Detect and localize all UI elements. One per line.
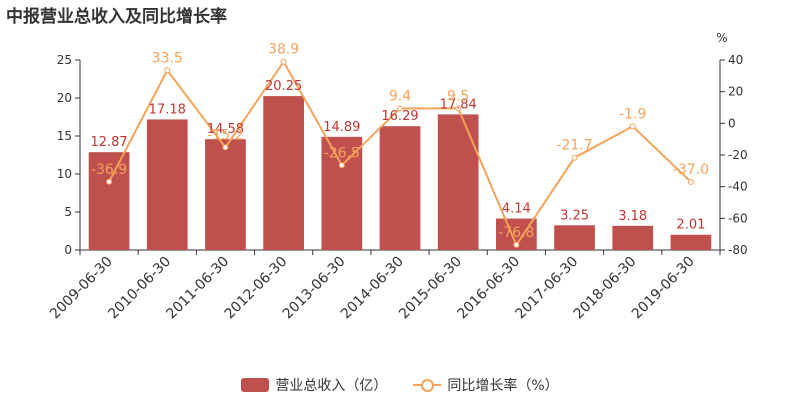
bar-value-label: 20.25 bbox=[265, 79, 302, 94]
y-right-tick-label: -80 bbox=[728, 243, 748, 257]
growth-value-label: -36.9 bbox=[91, 162, 127, 178]
growth-point bbox=[222, 144, 229, 151]
bar-revenue bbox=[321, 136, 363, 250]
growth-point bbox=[280, 58, 287, 65]
bar-value-label: 3.18 bbox=[618, 209, 647, 224]
growth-point bbox=[164, 67, 171, 74]
y-left-tick-label: 25 bbox=[57, 53, 72, 67]
growth-point bbox=[106, 178, 113, 185]
bar-revenue bbox=[554, 225, 595, 250]
bar-value-label: 12.87 bbox=[90, 135, 127, 150]
growth-value-label: -1.9 bbox=[619, 106, 646, 122]
y-right-tick-label: -40 bbox=[728, 180, 748, 194]
growth-point bbox=[687, 178, 694, 185]
y-right-tick-label: -20 bbox=[728, 148, 748, 162]
growth-value-label: -76.8 bbox=[498, 225, 534, 241]
legend-item-revenue[interactable]: 营业总收入（亿） bbox=[241, 375, 387, 395]
bar-revenue bbox=[88, 152, 130, 250]
legend: 营业总收入（亿） 同比增长率（%） bbox=[0, 373, 800, 397]
growth-point bbox=[571, 154, 578, 161]
bar-value-label: 2.01 bbox=[676, 218, 705, 233]
legend-bar-swatch bbox=[241, 378, 270, 392]
bar-revenue bbox=[205, 139, 246, 250]
growth-point bbox=[455, 105, 462, 112]
bar-revenue bbox=[437, 114, 479, 250]
legend-label-revenue: 营业总收入（亿） bbox=[275, 378, 388, 394]
growth-value-label: 33.5 bbox=[152, 50, 183, 66]
y-right-tick-label: 40 bbox=[728, 53, 743, 67]
bar-revenue bbox=[263, 96, 304, 250]
legend-line-swatch bbox=[413, 378, 442, 392]
growth-value-label: 9.5 bbox=[447, 88, 469, 104]
y-left-tick-label: 20 bbox=[57, 91, 72, 105]
bar-revenue bbox=[670, 234, 712, 250]
legend-item-growth[interactable]: 同比增长率（%） bbox=[413, 375, 559, 395]
y-right-unit: % bbox=[716, 31, 727, 45]
bar-value-label: 16.29 bbox=[381, 109, 418, 124]
growth-point bbox=[397, 105, 403, 112]
bar-value-label: 14.89 bbox=[323, 120, 360, 135]
legend-label-growth: 同比增长率（%） bbox=[447, 378, 559, 394]
growth-value-label: -15.2 bbox=[207, 127, 243, 143]
y-right-tick-label: 20 bbox=[728, 85, 743, 99]
y-left-tick-label: 15 bbox=[57, 129, 72, 143]
bar-value-label: 3.25 bbox=[560, 208, 589, 223]
y-left-tick-label: 5 bbox=[64, 205, 72, 219]
x-tick-label: 2019-06-30 bbox=[629, 254, 698, 323]
growth-value-label: -26.5 bbox=[324, 145, 360, 161]
growth-value-label: -21.7 bbox=[556, 138, 592, 154]
y-left-tick-label: 0 bbox=[64, 243, 72, 257]
chart-title: 中报营业总收入及同比增长率 bbox=[6, 7, 227, 27]
bar-value-label: 4.14 bbox=[502, 202, 531, 217]
growth-point bbox=[338, 162, 345, 169]
growth-point bbox=[513, 241, 520, 248]
bar-value-label: 14.58 bbox=[207, 122, 244, 137]
bar-revenue bbox=[146, 119, 188, 250]
growth-point bbox=[629, 123, 636, 130]
growth-value-label: 38.9 bbox=[268, 42, 299, 58]
bar-value-label: 17.84 bbox=[440, 97, 477, 112]
y-left-tick-label: 10 bbox=[57, 167, 72, 181]
bar-value-label: 17.18 bbox=[149, 102, 186, 117]
growth-value-label: -37.0 bbox=[673, 162, 709, 178]
bar-revenue bbox=[379, 126, 421, 250]
growth-value-label: 9.4 bbox=[389, 88, 411, 104]
y-right-tick-label: -60 bbox=[728, 211, 748, 225]
bar-revenue bbox=[612, 225, 654, 250]
y-right-tick-label: 0 bbox=[728, 116, 736, 130]
